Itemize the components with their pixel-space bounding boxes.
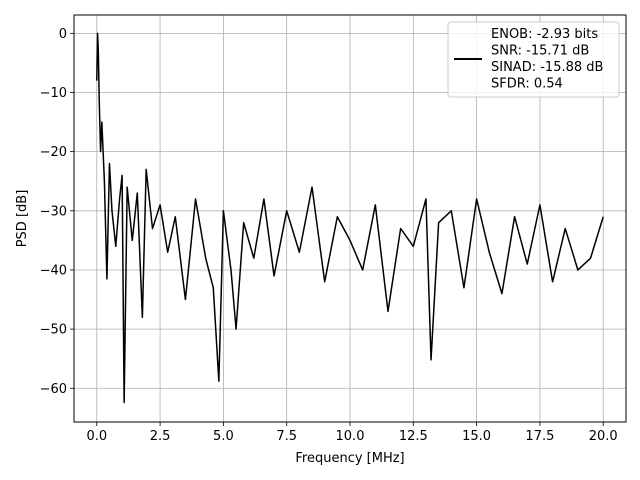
y-axis-ticks: 0 −10 −20 −30 −40 −50 −60: [40, 27, 74, 397]
x-tick-label: 7.5: [276, 429, 297, 444]
y-tick-label: −30: [40, 204, 67, 219]
legend-entry-sinad: SINAD: -15.88 dB: [491, 60, 603, 75]
y-tick-label: −40: [40, 263, 67, 278]
legend-entry-sfdr: SFDR: 0.54: [491, 77, 563, 92]
grid-lines: [74, 15, 626, 422]
legend-entry-enob: ENOB: -2.93 bits: [491, 27, 598, 42]
y-tick-label: −50: [40, 323, 67, 338]
legend-box: [447, 21, 620, 98]
y-tick-label: −20: [40, 145, 67, 160]
legend-entry-snr: SNR: -15.71 dB: [491, 44, 589, 59]
y-axis-label: PSD [dB]: [15, 190, 30, 248]
y-tick-label: −60: [40, 382, 67, 397]
x-tick-label: 20.0: [589, 429, 618, 444]
x-axis-ticks: 0.0 2.5 5.0 7.5 10.0 12.5 15.0 17.5 20.0: [86, 422, 618, 444]
psd-series-line: [96, 32, 604, 404]
y-tick-label: −10: [40, 86, 67, 101]
x-tick-label: 10.0: [336, 429, 365, 444]
x-tick-label: 5.0: [213, 429, 234, 444]
x-axis-label: Frequency [MHz]: [295, 451, 404, 466]
x-tick-label: 15.0: [462, 429, 491, 444]
x-tick-label: 17.5: [525, 429, 554, 444]
x-tick-label: 12.5: [399, 429, 428, 444]
x-tick-label: 0.0: [86, 429, 107, 444]
y-tick-label: 0: [59, 27, 67, 42]
plot-area: [96, 32, 604, 404]
x-tick-label: 2.5: [150, 429, 171, 444]
legend: ENOB: -2.93 bits SNR: -15.71 dB SINAD: -…: [447, 21, 620, 98]
